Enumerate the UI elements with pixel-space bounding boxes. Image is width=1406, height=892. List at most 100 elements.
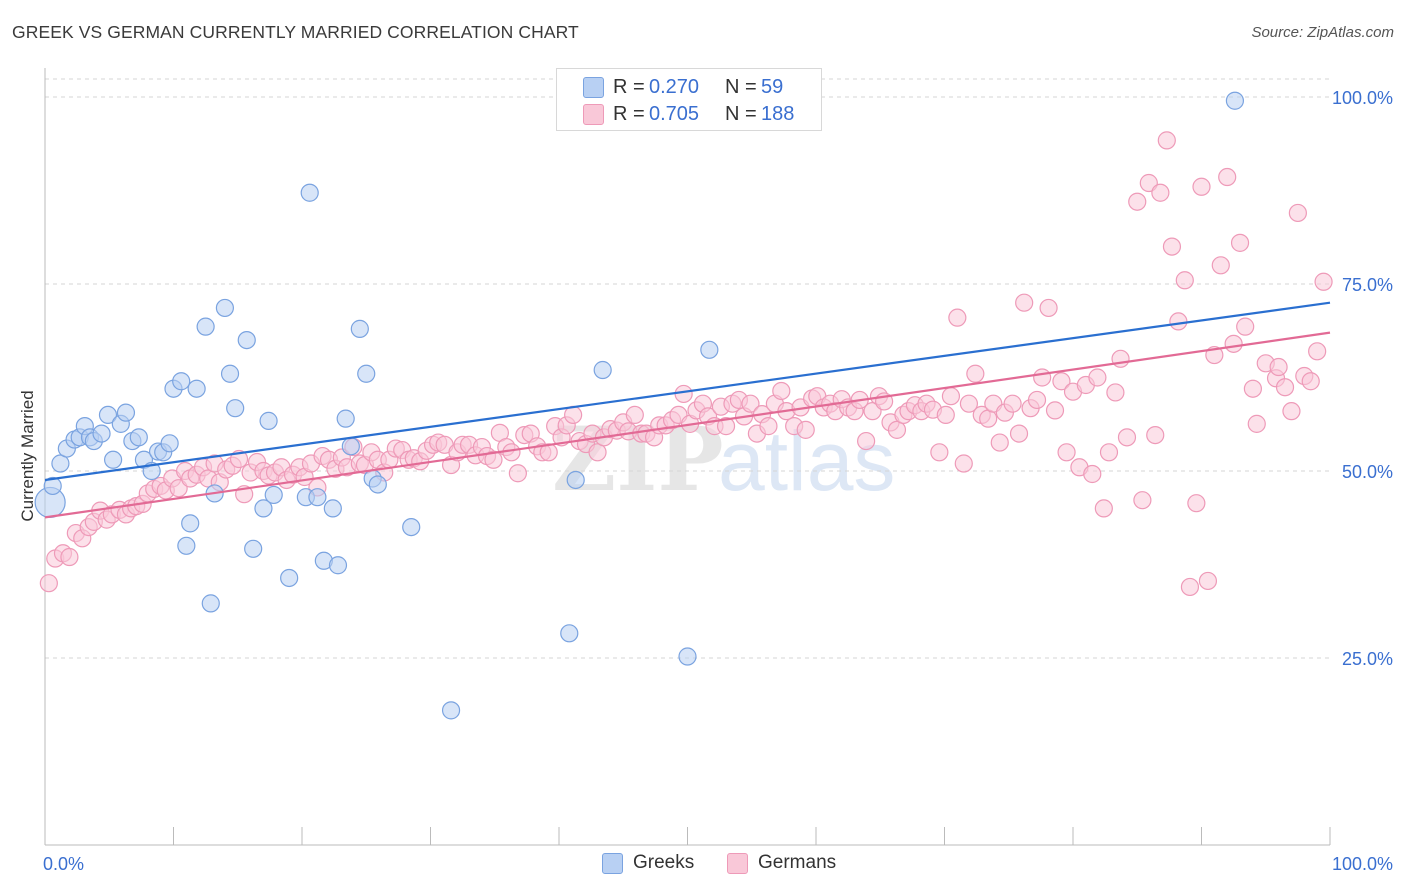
greeks-point <box>368 475 387 494</box>
r-value-greeks: 0.270 <box>649 76 700 98</box>
legend-label-greeks: Greeks <box>633 852 695 873</box>
germans-point <box>1133 491 1152 510</box>
n-value-greeks: 59 <box>761 76 784 98</box>
greeks-point <box>254 499 273 518</box>
germans-point <box>1282 402 1301 421</box>
germans-point <box>1224 334 1243 353</box>
germans-point <box>674 384 693 404</box>
germans-point <box>857 431 876 451</box>
n-label: N = <box>725 76 757 98</box>
greeks-point <box>336 409 355 428</box>
germans-point <box>1247 414 1266 433</box>
germans-point <box>1033 368 1052 387</box>
germans-point <box>60 547 79 567</box>
germans-point <box>1083 464 1102 484</box>
n-label: N = <box>725 103 757 125</box>
germans-point <box>887 420 907 439</box>
germans-point <box>966 364 985 383</box>
y-axis-label: Currently Married <box>18 390 37 522</box>
greeks-point <box>181 514 200 533</box>
greeks-point <box>172 372 191 391</box>
germans-point <box>1175 271 1194 290</box>
greeks-swatch <box>583 77 604 98</box>
greeks-point <box>104 450 123 469</box>
germans-point <box>716 417 736 436</box>
germans-swatch <box>583 104 604 125</box>
germans-point <box>1015 293 1034 312</box>
germans-point <box>1162 237 1182 256</box>
germans-point <box>508 464 527 483</box>
germans-point <box>1106 383 1125 402</box>
germans-point <box>484 450 503 469</box>
greeks-point <box>678 647 697 666</box>
greeks-point <box>160 434 179 453</box>
greeks-point <box>220 364 240 383</box>
greeks-point <box>196 317 215 336</box>
greeks-point <box>201 594 220 613</box>
germans-point <box>863 402 882 421</box>
germans-point <box>1052 372 1071 391</box>
germans-point <box>1099 443 1119 462</box>
x-tick-label: 0.0% <box>43 854 84 874</box>
germans-point <box>169 479 188 498</box>
legend-label-germans: Germans <box>758 852 837 873</box>
greeks-point <box>593 360 612 380</box>
germans-point <box>796 420 815 439</box>
germans-point <box>1057 443 1076 462</box>
greeks-point <box>98 405 118 424</box>
chart-title: GREEK VS GERMAN CURRENTLY MARRIED CORREL… <box>12 22 579 42</box>
germans-point <box>1094 499 1113 518</box>
germans-point <box>1146 425 1165 445</box>
germans-point <box>1039 298 1058 318</box>
greeks-point <box>566 470 585 490</box>
germans-point <box>1192 177 1211 196</box>
germans-point <box>1180 577 1200 597</box>
y-tick-label: 50.0% <box>1342 462 1393 482</box>
greeks-point <box>259 411 278 430</box>
greeks-point <box>244 539 263 558</box>
germans-point <box>39 574 58 593</box>
greeks-point <box>215 298 234 318</box>
greeks-trend-line <box>44 301 1331 482</box>
greeks-point <box>1225 91 1245 110</box>
germans-point <box>1269 357 1288 377</box>
greeks-point <box>226 399 245 418</box>
greeks-point <box>280 568 299 588</box>
germans-point <box>941 387 961 406</box>
germans-point <box>959 394 979 413</box>
germans-point <box>1117 428 1137 447</box>
germans-point <box>1230 233 1250 252</box>
germans-point <box>625 405 644 424</box>
greeks-point <box>43 476 62 496</box>
germans-point <box>1003 394 1022 413</box>
y-tick-label: 75.0% <box>1342 275 1393 295</box>
germans-point <box>759 417 778 436</box>
germans-point <box>948 308 967 327</box>
germans-point <box>1275 378 1295 397</box>
greeks-point <box>51 454 70 473</box>
germans-point <box>1157 131 1176 150</box>
greeks-point <box>264 485 283 505</box>
germans-point <box>1236 317 1255 336</box>
germans-point <box>1187 494 1206 513</box>
germans-point <box>954 454 973 473</box>
greeks-point <box>177 536 196 555</box>
germans-point <box>1218 167 1237 187</box>
germans-point <box>772 381 791 401</box>
greeks-point <box>328 556 348 575</box>
greeks-point <box>323 499 342 518</box>
germans-point <box>1288 203 1307 223</box>
germans-point <box>1211 256 1230 275</box>
germans-point <box>1027 390 1047 410</box>
source-label: Source: ZipAtlas.com <box>1251 24 1394 41</box>
greeks-point <box>560 624 579 643</box>
greeks-point <box>441 701 461 720</box>
r-label: R = <box>613 76 645 98</box>
x-tick-label: 100.0% <box>1332 854 1393 874</box>
germans-point <box>1301 372 1320 391</box>
germans-legend-swatch <box>727 853 748 874</box>
n-value-germans: 188 <box>761 103 795 125</box>
greeks-point <box>300 183 319 202</box>
germans-point <box>936 405 955 424</box>
